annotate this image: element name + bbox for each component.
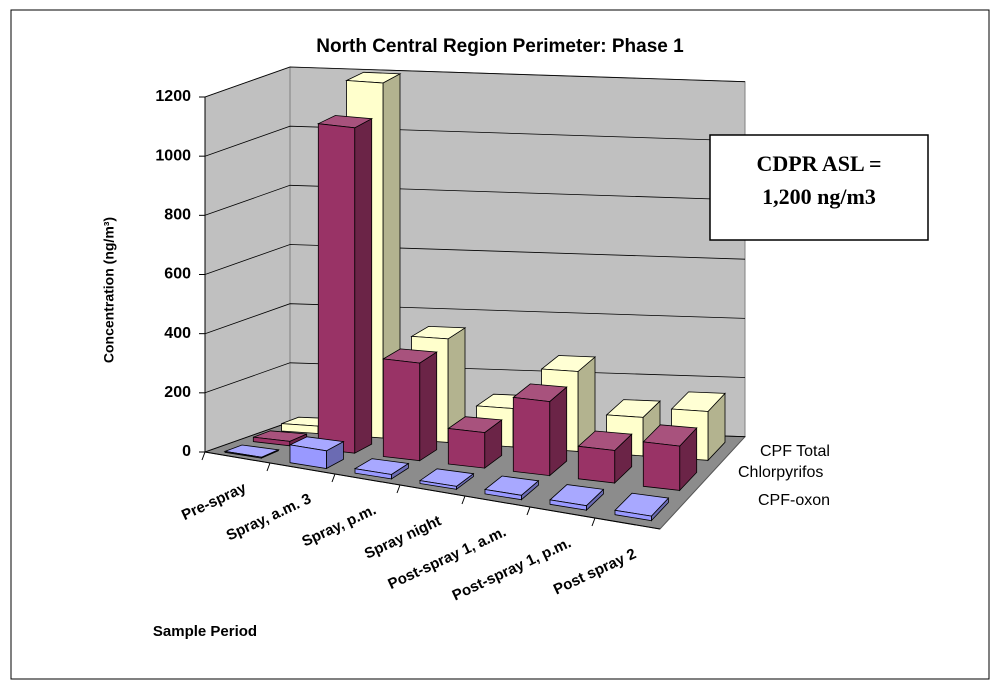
legend-label: Chlorpyrifos	[738, 464, 823, 481]
bar-side	[549, 386, 568, 477]
y-tick-label: 600	[164, 266, 191, 283]
bar	[577, 430, 633, 484]
grid-line	[204, 125, 746, 157]
bar-front	[289, 444, 327, 469]
bar-front	[382, 358, 421, 462]
y-tick-label: 0	[182, 443, 191, 460]
x-tick	[591, 517, 596, 527]
bar	[512, 383, 568, 477]
grid-line	[204, 303, 746, 335]
grid-line	[204, 66, 746, 98]
grid-line	[204, 184, 746, 216]
bar	[382, 348, 438, 462]
bar-front	[577, 445, 616, 484]
x-tick	[266, 462, 271, 472]
bar	[316, 115, 374, 454]
bar-front	[419, 480, 457, 490]
bar-front	[642, 441, 681, 491]
x-axis	[204, 451, 661, 530]
grid-line	[204, 244, 746, 275]
y-axis-label: Concentration (ng/m³)	[101, 217, 117, 363]
legend-label: CPF-oxon	[758, 492, 830, 509]
annotation: CDPR ASL =	[756, 151, 881, 176]
bar	[447, 416, 503, 469]
bar	[353, 458, 410, 480]
bar	[484, 475, 540, 501]
x-tick	[526, 506, 531, 516]
bar-front	[484, 489, 522, 501]
bar-front	[549, 499, 587, 511]
y-tick-label: 1000	[155, 147, 191, 164]
y-tick-label: 400	[164, 325, 191, 342]
x-tick	[396, 484, 401, 494]
x-axis-label: Sample Period	[153, 623, 257, 640]
bar-side	[419, 351, 438, 462]
bar	[614, 492, 670, 522]
bar-front	[447, 428, 486, 469]
x-tick	[331, 473, 336, 483]
y-tick-label: 800	[164, 207, 191, 224]
bar	[549, 484, 605, 512]
bar	[642, 424, 698, 492]
bar-side	[354, 118, 373, 454]
y-tick-label: 1200	[155, 88, 191, 105]
x-tick	[461, 495, 466, 505]
bar-front	[614, 509, 652, 522]
bar	[223, 444, 280, 459]
bar	[418, 468, 475, 491]
annotation: 1,200 ng/m3	[762, 184, 876, 209]
bar-front	[317, 123, 356, 454]
chart-title: North Central Region Perimeter: Phase 1	[316, 36, 684, 57]
bar	[288, 436, 345, 470]
annotation-box	[709, 134, 929, 241]
y-tick-label: 200	[164, 384, 191, 401]
bar-front	[512, 396, 551, 477]
bar-front	[252, 436, 291, 447]
bar-front	[224, 450, 262, 459]
legend-label: CPF Total	[760, 443, 830, 460]
bar-front	[354, 468, 392, 480]
x-tick	[201, 451, 206, 461]
bar	[670, 391, 726, 462]
